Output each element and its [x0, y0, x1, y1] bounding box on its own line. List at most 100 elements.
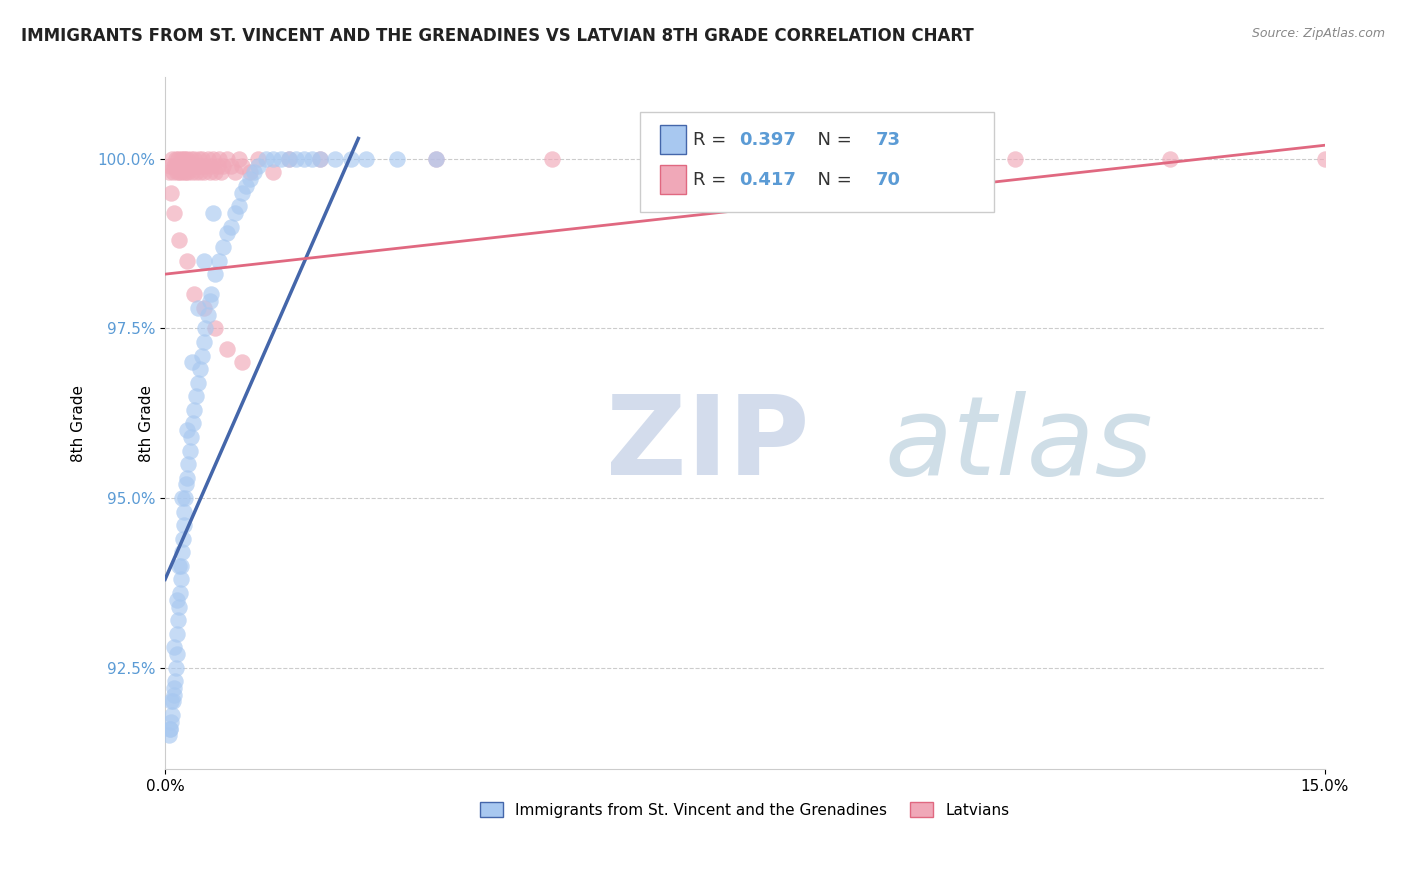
Point — [180, 430, 202, 444]
Text: 70: 70 — [876, 171, 901, 189]
Point — [270, 152, 292, 166]
Point — [224, 206, 246, 220]
Point — [1004, 152, 1026, 166]
Point — [385, 152, 408, 166]
Point — [243, 165, 266, 179]
Point — [167, 152, 190, 166]
Point — [228, 199, 250, 213]
Point — [201, 206, 224, 220]
Point — [174, 477, 197, 491]
Point — [172, 532, 194, 546]
Point — [235, 178, 257, 193]
Legend: Immigrants from St. Vincent and the Grenadines, Latvians: Immigrants from St. Vincent and the Gren… — [474, 796, 1015, 824]
Point — [246, 152, 269, 166]
Point — [277, 152, 299, 166]
Point — [190, 159, 212, 173]
Point — [176, 253, 198, 268]
Point — [186, 159, 208, 173]
Point — [173, 504, 195, 518]
Point — [204, 321, 226, 335]
Point — [163, 206, 186, 220]
Point — [1313, 152, 1336, 166]
Point — [212, 240, 235, 254]
Point — [181, 165, 204, 179]
Point — [183, 152, 205, 166]
Point — [184, 165, 207, 179]
Point — [169, 573, 191, 587]
Point — [165, 674, 187, 689]
Point — [166, 165, 188, 179]
Text: atlas: atlas — [884, 391, 1153, 498]
Point — [166, 647, 188, 661]
Point — [194, 159, 217, 173]
Point — [194, 321, 217, 335]
Point — [162, 165, 184, 179]
Point — [308, 152, 330, 166]
Point — [173, 165, 195, 179]
Point — [254, 152, 277, 166]
Point — [188, 165, 211, 179]
Point — [167, 599, 190, 614]
Point — [191, 152, 214, 166]
Point — [160, 694, 183, 708]
Text: 0.397: 0.397 — [740, 131, 796, 149]
Point — [169, 159, 191, 173]
Point — [215, 227, 238, 241]
Point — [197, 308, 219, 322]
Point — [425, 152, 447, 166]
Point — [159, 722, 181, 736]
Point — [323, 152, 346, 166]
Point — [174, 165, 197, 179]
Point — [188, 152, 211, 166]
Point — [301, 152, 323, 166]
Point — [200, 159, 222, 173]
Point — [197, 152, 219, 166]
Point — [169, 586, 191, 600]
Point — [167, 233, 190, 247]
Point — [163, 681, 186, 695]
Point — [239, 165, 262, 179]
Point — [231, 159, 253, 173]
Point — [208, 152, 231, 166]
Point — [159, 722, 181, 736]
Point — [262, 152, 284, 166]
Text: 73: 73 — [876, 131, 901, 149]
Point — [179, 443, 201, 458]
Point — [172, 491, 194, 505]
Point — [204, 267, 226, 281]
Point — [184, 389, 207, 403]
Point — [219, 159, 242, 173]
Point — [193, 253, 215, 268]
Point — [170, 165, 193, 179]
Point — [160, 708, 183, 723]
Point — [166, 159, 188, 173]
Point — [191, 349, 214, 363]
Point — [167, 613, 190, 627]
Point — [165, 660, 187, 674]
Point — [163, 640, 186, 655]
FancyBboxPatch shape — [641, 112, 994, 212]
Point — [170, 558, 193, 573]
Point — [209, 165, 232, 179]
Point — [177, 457, 200, 471]
Point — [246, 159, 269, 173]
Point — [163, 159, 186, 173]
Text: Source: ZipAtlas.com: Source: ZipAtlas.com — [1251, 27, 1385, 40]
Point — [176, 152, 198, 166]
Point — [228, 152, 250, 166]
Point — [157, 165, 180, 179]
Point — [193, 165, 215, 179]
Point — [160, 186, 183, 200]
Point — [354, 152, 377, 166]
Point — [695, 152, 717, 166]
Point — [179, 159, 201, 173]
Point — [188, 362, 211, 376]
Point — [1159, 152, 1181, 166]
Point — [166, 592, 188, 607]
Point — [167, 165, 190, 179]
Text: ZIP: ZIP — [606, 391, 808, 498]
Point — [162, 688, 184, 702]
Point — [173, 518, 195, 533]
Point — [193, 301, 215, 315]
Text: N =: N = — [806, 131, 858, 149]
